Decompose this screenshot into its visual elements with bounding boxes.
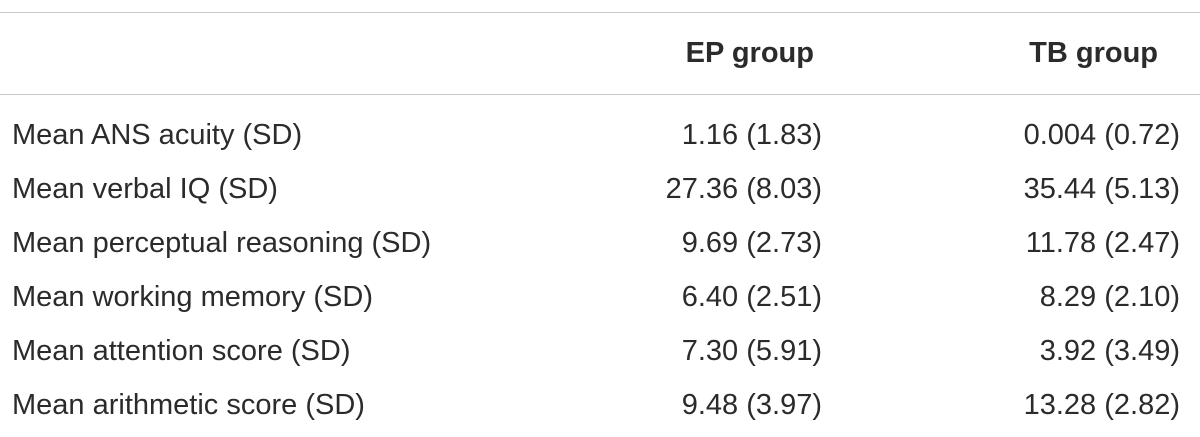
ep-value: 9.48 (3.97) [681, 389, 822, 421]
ep-value: 6.40 (2.51) [681, 281, 822, 313]
tb-value: 0.004 (0.72) [1023, 119, 1180, 151]
tb-value: 35.44 (5.13) [1023, 173, 1180, 205]
column-header: EP group [685, 37, 814, 69]
row-label: Mean arithmetic score (SD) [12, 389, 365, 421]
ep-value: 1.16 (1.83) [681, 119, 822, 151]
tb-value: 11.78 (2.47) [1025, 227, 1180, 259]
tb-value: 3.92 (3.49) [1039, 335, 1180, 367]
tb-value: 8.29 (2.10) [1039, 281, 1180, 313]
ep-value: 27.36 (8.03) [665, 173, 822, 205]
header-rule [0, 94, 1200, 95]
row-label: Mean attention score (SD) [12, 335, 351, 367]
row-label: Mean verbal IQ (SD) [12, 173, 278, 205]
row-label: Mean working memory (SD) [12, 281, 373, 313]
row-label: Mean perceptual reasoning (SD) [12, 227, 432, 259]
ep-value: 7.30 (5.91) [681, 335, 822, 367]
tb-value: 13.28 (2.82) [1023, 389, 1180, 421]
column-header: TB group [1029, 37, 1158, 69]
ep-value: 9.69 (2.73) [681, 227, 822, 259]
row-label: Mean ANS acuity (SD) [12, 119, 303, 151]
top-rule [0, 12, 1200, 13]
